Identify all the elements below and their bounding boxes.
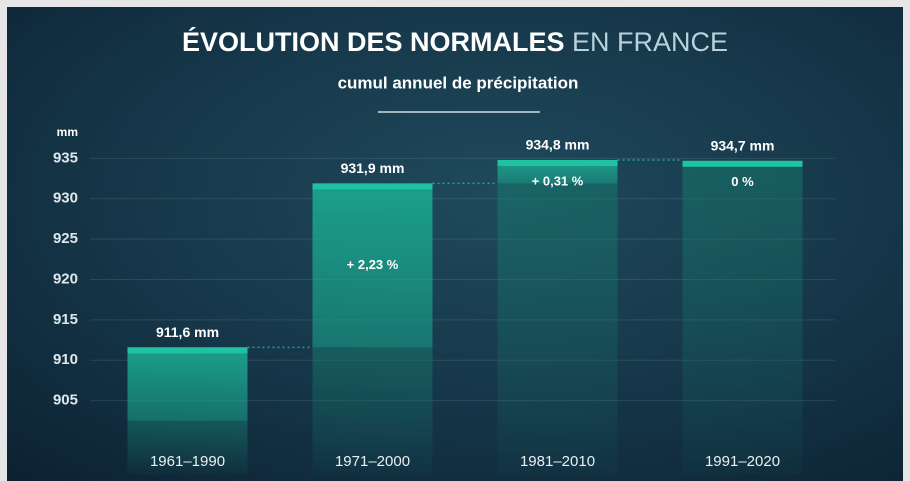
change-label: + 2,23 % [347, 257, 399, 272]
bar-cap [127, 347, 248, 354]
x-tick-label: 1991–2020 [705, 453, 780, 470]
bar-cap [312, 183, 433, 190]
bar [127, 347, 248, 421]
bar [312, 183, 433, 348]
title-bold: ÉVOLUTION DES NORMALES [182, 26, 565, 57]
value-label: 934,8 mm [526, 137, 590, 153]
y-tick-label: 920 [53, 270, 78, 287]
x-tick-label: 1971–2000 [335, 453, 410, 470]
y-tick-label: 930 [53, 190, 78, 207]
chart-title: ÉVOLUTION DES NORMALES EN FRANCE [182, 26, 728, 57]
subtitle: cumul annuel de précipitation [338, 73, 579, 92]
bar-base [127, 420, 248, 475]
y-tick-label: 910 [53, 351, 78, 368]
y-tick-label: 925 [53, 230, 78, 247]
bar-base [682, 160, 803, 476]
title-light: EN FRANCE [572, 27, 728, 57]
x-tick-label: 1961–1990 [150, 453, 225, 470]
bar-cap [497, 159, 618, 166]
bar-base [312, 347, 433, 475]
bar-cap [682, 160, 803, 167]
value-label: 931,9 mm [341, 160, 405, 176]
value-label: 911,6 mm [156, 324, 219, 340]
change-label: 0 % [731, 174, 754, 189]
y-tick-label: 905 [53, 392, 78, 409]
bar-base [497, 183, 618, 475]
value-label: 934,7 mm [711, 138, 775, 154]
y-tick-label: 915 [53, 311, 78, 328]
y-tick-label: 935 [53, 149, 78, 166]
change-label: + 0,31 % [532, 173, 584, 188]
y-unit: mm [57, 125, 78, 139]
x-tick-label: 1981–2010 [520, 453, 595, 470]
